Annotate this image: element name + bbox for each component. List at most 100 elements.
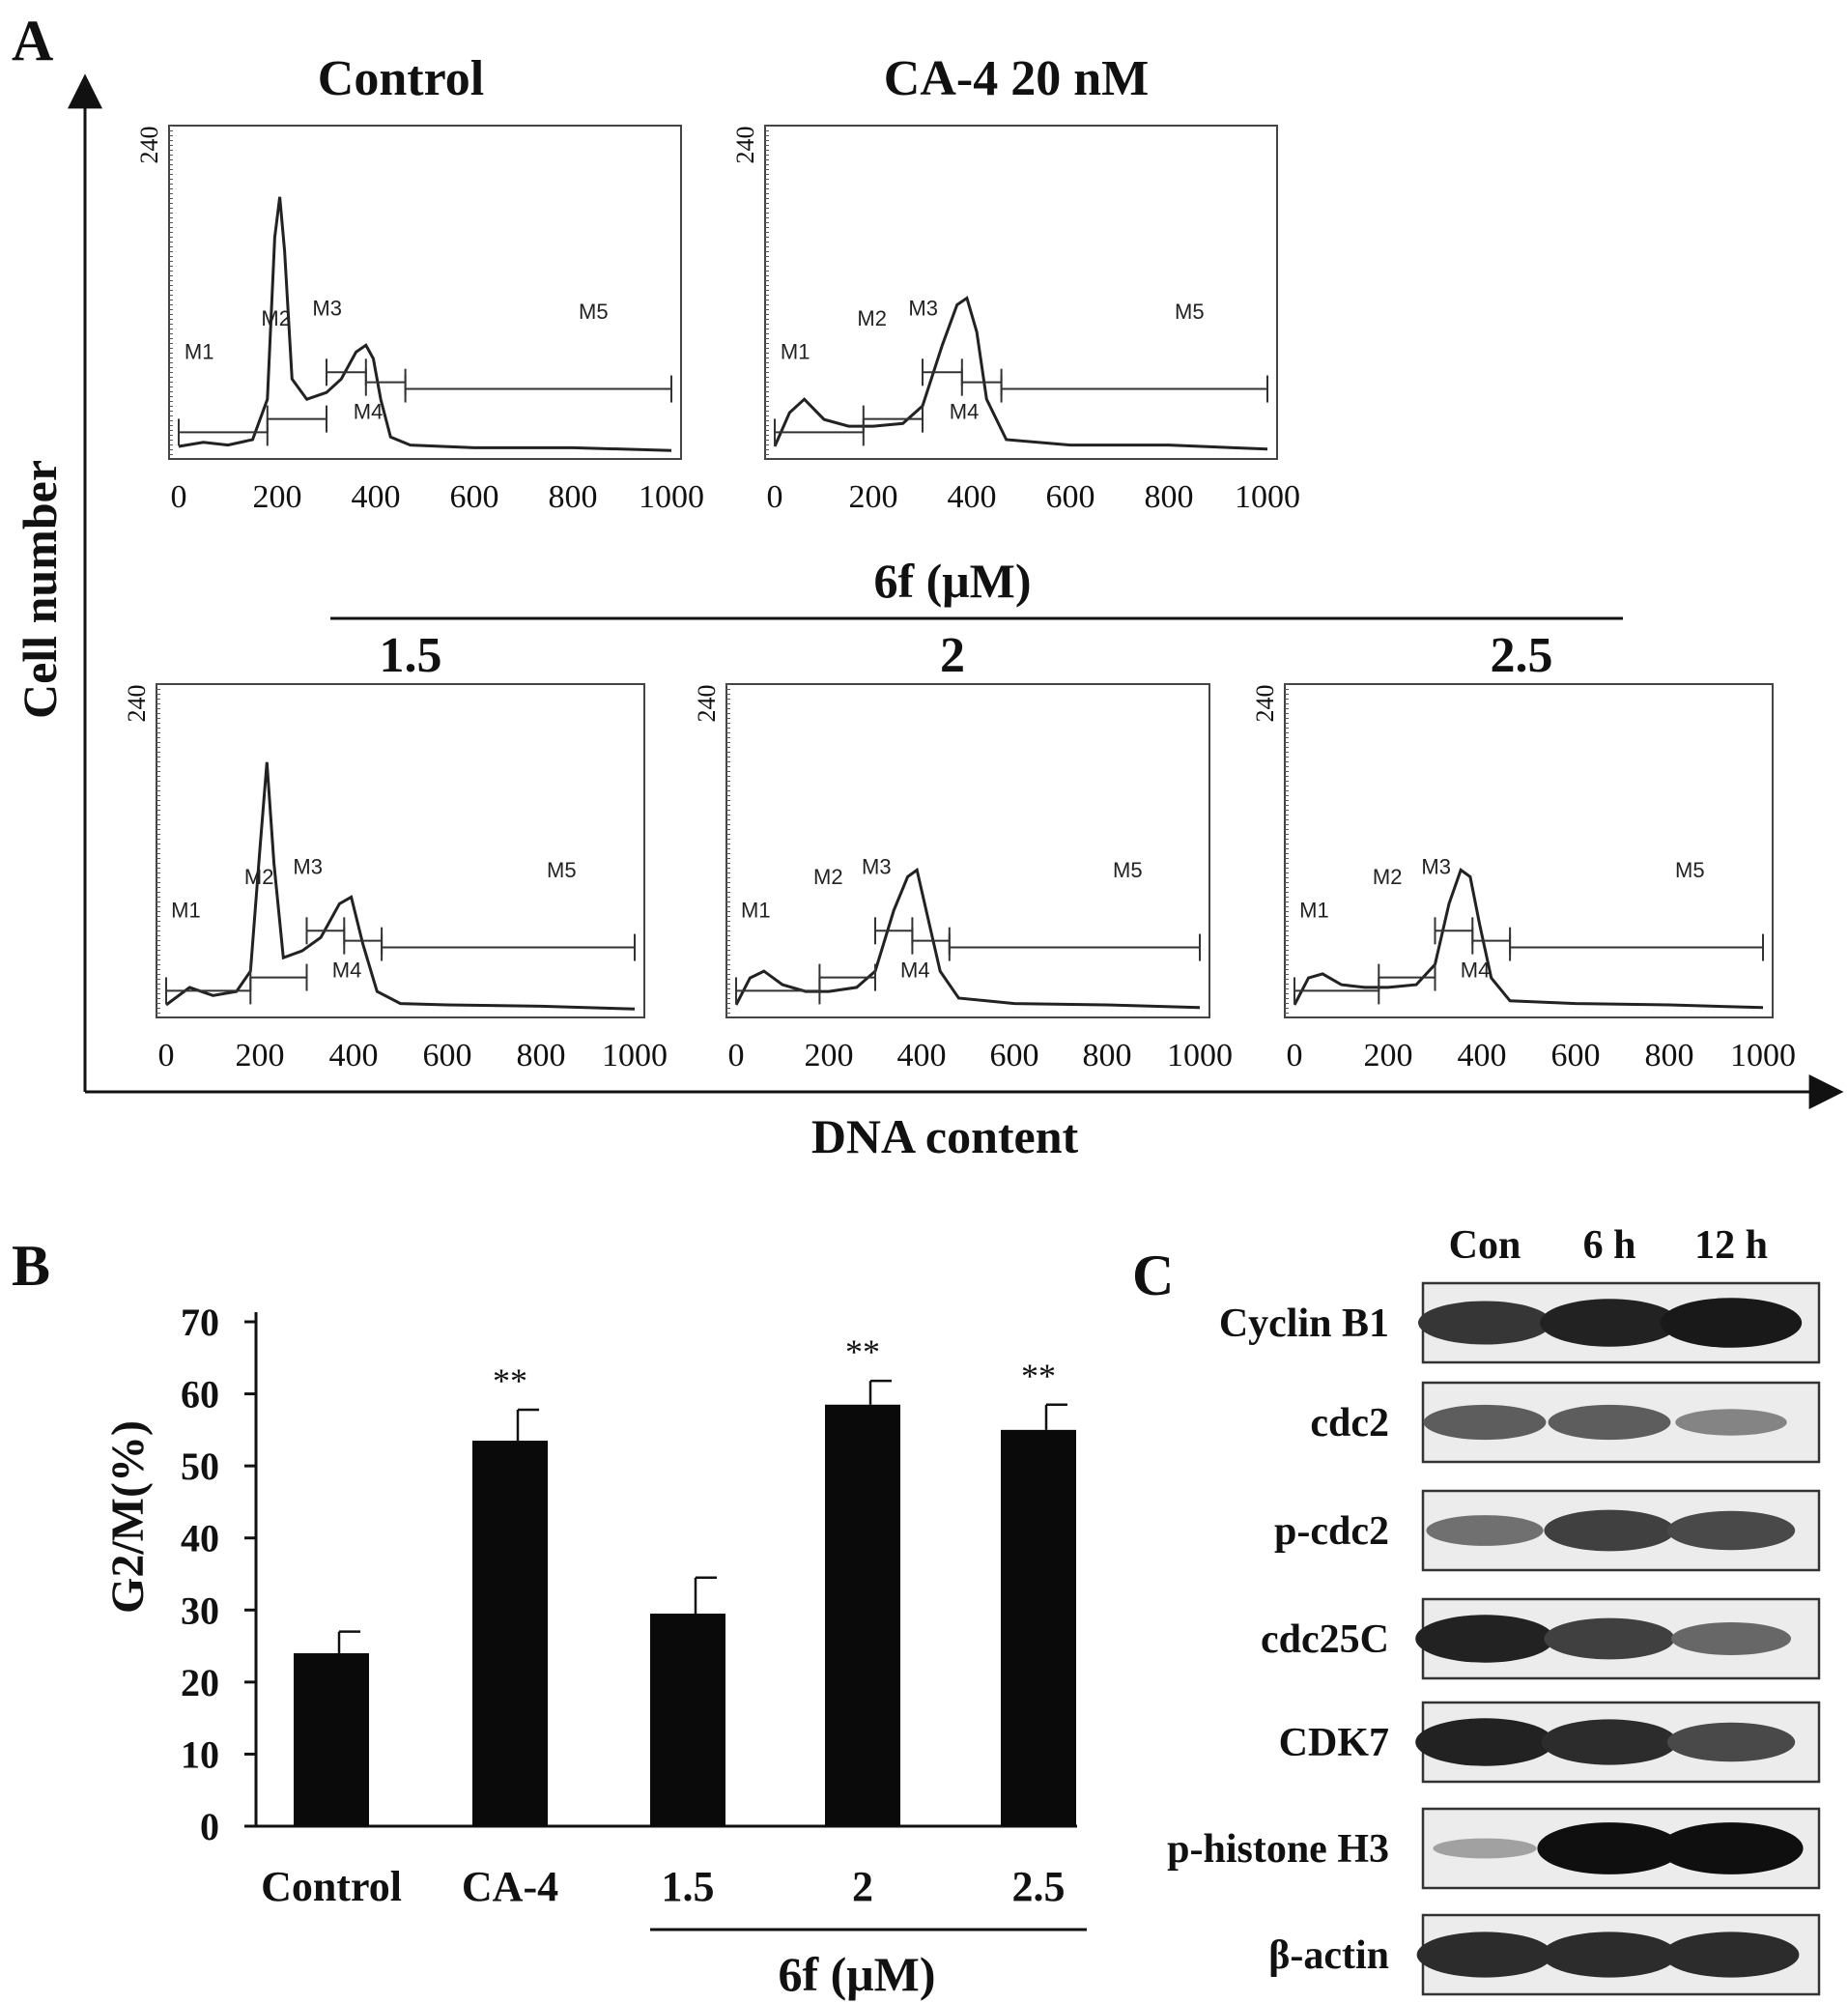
histogram-title: CA-4 20 nM xyxy=(884,51,1149,106)
histogram-x-tick-label: 600 xyxy=(990,1038,1039,1073)
histogram-panel: 2.5 240 0 200 400 600 800 1000 M1 M2 M3 M4 M5 xyxy=(1251,628,1796,1073)
gate-marker-label: M5 xyxy=(1675,858,1705,882)
gate-marker-label: M4 xyxy=(1461,959,1491,983)
bar-y-tick-label: 60 xyxy=(181,1373,219,1416)
gate-marker-label: M5 xyxy=(579,300,609,324)
gate-marker-label: M3 xyxy=(312,297,342,321)
bar xyxy=(1001,1429,1076,1826)
histogram-frame xyxy=(1284,683,1774,1018)
histogram-x-tick-label: 600 xyxy=(423,1038,472,1073)
histogram-x-tick-label: 400 xyxy=(948,479,997,515)
histogram-x-tick-label: 200 xyxy=(849,479,898,515)
gate-marker-label: M1 xyxy=(171,899,201,923)
gate-marker-label: M2 xyxy=(857,306,887,330)
blot-band xyxy=(1666,1722,1796,1762)
histogram-x-tick-label: 0 xyxy=(171,479,187,515)
blot-row: p-histone H3 xyxy=(1167,1807,1821,1890)
histogram-title: 2.5 xyxy=(1491,628,1553,683)
gate-marker-label: M1 xyxy=(1299,899,1329,923)
blot-band xyxy=(1659,1822,1804,1874)
cell-number-label: Cell number xyxy=(13,460,67,719)
blot-band xyxy=(1416,1931,1553,1978)
g2m-bar-chart: 0 10 20 30 40 50 60 70 G2/M(%) Control ** CA-4 1.5 **… xyxy=(102,1301,1087,2001)
gate-marker-label: M4 xyxy=(354,400,384,424)
histogram-x-tick-label: 400 xyxy=(329,1038,379,1073)
blot-band xyxy=(1426,1515,1544,1546)
histogram-x-tick-label: 0 xyxy=(767,479,783,515)
bar-y-tick-label: 30 xyxy=(181,1588,219,1632)
blot-row: Cyclin B1 xyxy=(1219,1281,1821,1364)
gate-marker-label: M1 xyxy=(781,340,810,364)
gate-marker-label: M2 xyxy=(813,865,843,889)
histogram-title: 1.5 xyxy=(380,628,442,683)
panel-a-label: A xyxy=(12,9,53,72)
bar-y-tick-label: 50 xyxy=(181,1445,219,1488)
blot-row: cdc2 xyxy=(1310,1381,1821,1464)
significance-marker: ** xyxy=(1021,1357,1056,1395)
bar xyxy=(472,1441,548,1826)
histogram-title: 2 xyxy=(940,628,965,683)
blot-row: β-actin xyxy=(1268,1913,1821,1996)
gate-marker-label: M2 xyxy=(244,865,274,889)
bar xyxy=(294,1653,369,1826)
histogram-x-tick-label: 600 xyxy=(1046,479,1095,515)
histogram-x-tick-label: 400 xyxy=(897,1038,947,1073)
lane-header: 6 h xyxy=(1583,1223,1636,1268)
blot-band xyxy=(1666,1510,1796,1551)
histogram-y-tick-label: 240 xyxy=(693,685,721,723)
western-blots: Con 6 h 12 h Cyclin B1 cdc2 p-cdc2 cdc25C CDK7 p… xyxy=(1167,1223,1821,1996)
blot-band xyxy=(1548,1404,1671,1441)
histogram-y-tick-label: 240 xyxy=(135,127,163,164)
bar xyxy=(650,1614,725,1826)
histogram-frame xyxy=(168,125,682,460)
bar-y-axis-label: G2/M(%) xyxy=(102,1420,154,1614)
bar xyxy=(825,1404,900,1826)
lane-header: Con xyxy=(1449,1223,1521,1268)
blot-band xyxy=(1423,1404,1547,1441)
histogram-x-tick-label: 600 xyxy=(450,479,499,515)
blot-protein-label: Cyclin B1 xyxy=(1219,1302,1389,1346)
histogram-y-tick-label: 240 xyxy=(731,127,759,164)
histogram-x-tick-label: 1000 xyxy=(639,479,704,515)
bar-y-tick-label: 20 xyxy=(181,1661,219,1704)
gate-marker-label: M2 xyxy=(261,306,291,330)
histogram-x-tick-label: 1000 xyxy=(1235,479,1300,515)
bar-y-tick-label: 70 xyxy=(181,1301,219,1344)
bar-category-label: CA-4 xyxy=(462,1863,558,1910)
blot-protein-label: β-actin xyxy=(1268,1933,1389,1978)
histogram-panel: 2 240 0 200 400 600 800 1000 M1 M2 M3 M4 M5 xyxy=(693,628,1233,1073)
histogram-x-tick-label: 1000 xyxy=(602,1038,668,1073)
blot-band xyxy=(1415,1718,1554,1766)
blot-protein-label: p-histone H3 xyxy=(1167,1827,1389,1872)
panel-c-label: C xyxy=(1132,1244,1174,1307)
histogram-x-tick-label: 800 xyxy=(517,1038,566,1073)
blot-row: CDK7 xyxy=(1279,1701,1821,1784)
histogram-x-tick-label: 200 xyxy=(1364,1038,1413,1073)
histogram-title: Control xyxy=(318,51,484,106)
histogram-y-tick-label: 240 xyxy=(123,685,151,723)
blot-band xyxy=(1415,1615,1554,1663)
group-6f-label: 6f (μM) xyxy=(874,554,1032,608)
histogram-frame xyxy=(764,125,1278,460)
bar-category-label: 1.5 xyxy=(662,1863,715,1910)
significance-marker: ** xyxy=(845,1332,880,1371)
blot-band xyxy=(1663,1931,1800,1978)
gate-marker-label: M3 xyxy=(908,297,938,321)
blot-band xyxy=(1540,1299,1679,1347)
histogram-x-tick-label: 0 xyxy=(1287,1038,1303,1073)
histogram-x-tick-label: 800 xyxy=(549,479,598,515)
bar-category-label: Control xyxy=(261,1863,402,1910)
blot-band xyxy=(1675,1409,1787,1436)
gate-marker-label: M4 xyxy=(900,959,930,983)
gate-marker-label: M3 xyxy=(862,855,892,879)
blot-band xyxy=(1537,1822,1682,1874)
blot-row: cdc25C xyxy=(1261,1597,1821,1680)
blot-band xyxy=(1671,1622,1791,1655)
gate-marker-label: M1 xyxy=(185,340,214,364)
blot-protein-label: p-cdc2 xyxy=(1274,1509,1389,1554)
bar-category-label: 2.5 xyxy=(1012,1863,1066,1910)
blot-band xyxy=(1418,1301,1551,1345)
histogram-x-tick-label: 200 xyxy=(805,1038,854,1073)
gate-marker-label: M4 xyxy=(332,959,362,983)
